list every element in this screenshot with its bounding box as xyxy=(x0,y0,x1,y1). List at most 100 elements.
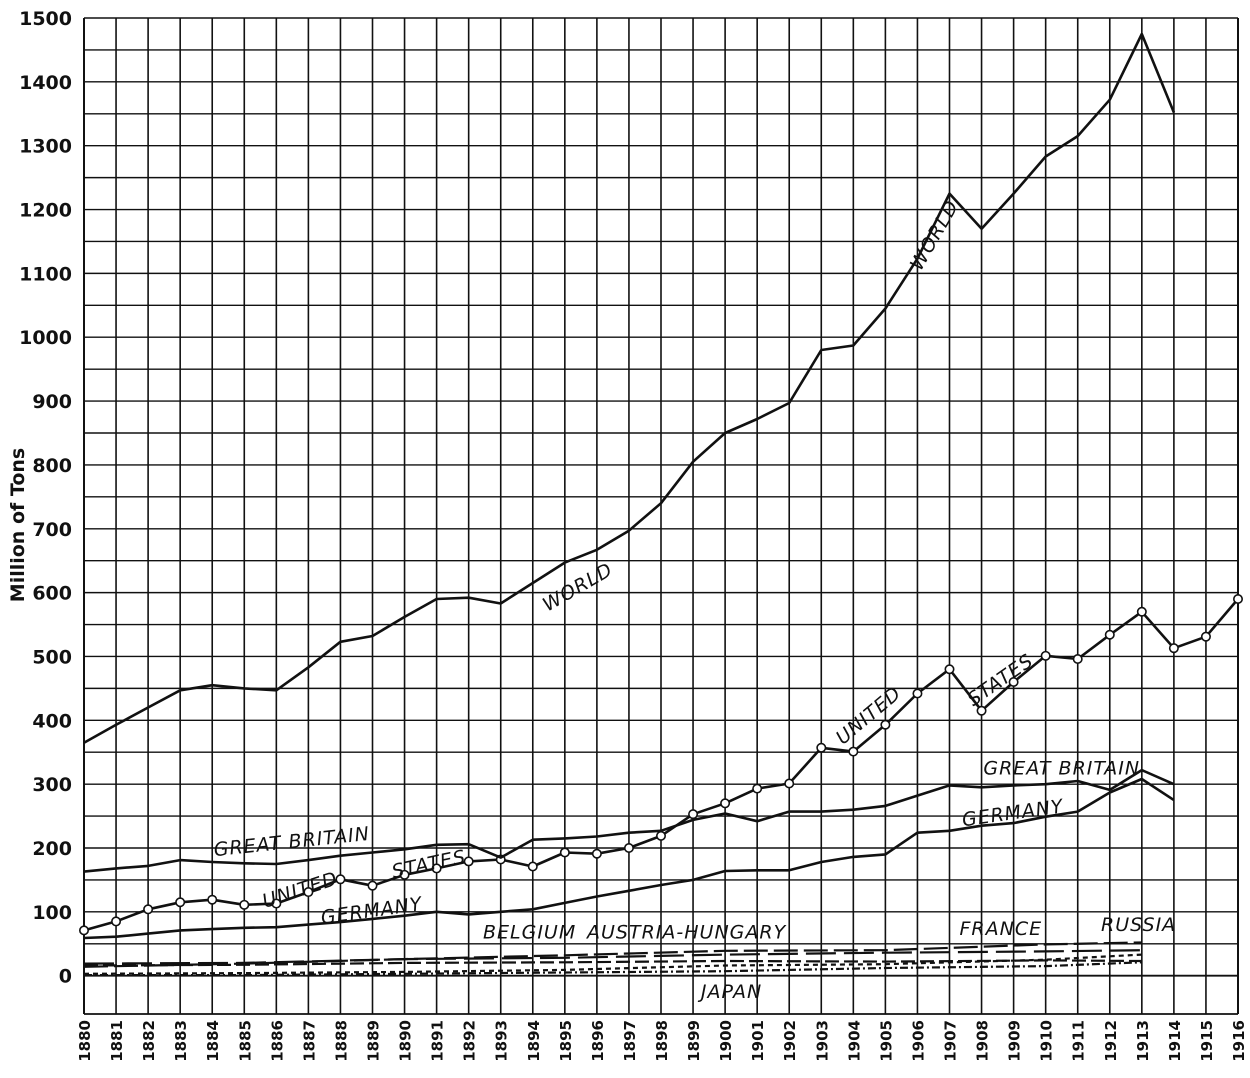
y-tick-label: 500 xyxy=(32,646,72,668)
data-point-united-states xyxy=(655,830,666,841)
data-point-united-states xyxy=(399,869,410,880)
x-tick-label: 1906 xyxy=(909,1020,927,1062)
series-label-france: FRANCE xyxy=(959,918,1042,940)
y-axis-label: Million of Tons xyxy=(7,448,29,602)
y-tick-label: 200 xyxy=(32,838,72,860)
data-point-united-states xyxy=(623,842,634,853)
x-tick-label: 1880 xyxy=(76,1020,94,1062)
data-point-united-states xyxy=(239,899,250,910)
data-point-united-states xyxy=(335,874,346,885)
x-tick-label: 1894 xyxy=(525,1020,543,1062)
series-label-belgium: BELGIUM xyxy=(483,922,576,944)
series-line-japan xyxy=(84,961,1142,977)
series-line-russia xyxy=(83,953,1142,975)
y-tick-label: 300 xyxy=(32,774,72,796)
data-point-united-states xyxy=(1040,650,1051,661)
x-tick-label: 1916 xyxy=(1230,1020,1248,1062)
series-label-great-britain: GREAT BRITAIN xyxy=(983,758,1140,780)
series-line-world xyxy=(83,32,1176,744)
x-tick-label: 1897 xyxy=(621,1020,639,1062)
series-france xyxy=(83,949,1142,965)
x-tick-label: 1909 xyxy=(1006,1020,1024,1062)
x-tick-label: 1905 xyxy=(877,1020,895,1062)
data-point-united-states xyxy=(111,916,122,927)
data-point-united-states xyxy=(1072,654,1083,665)
series-label-japan: JAPAN xyxy=(697,981,762,1003)
x-tick-label: 1911 xyxy=(1070,1020,1088,1062)
data-point-united-states xyxy=(207,894,218,905)
series-label-russia: RUSSIA xyxy=(1101,914,1176,936)
series-label-austria-hungary: AUSTRIA-HUNGARY xyxy=(585,922,787,944)
data-point-united-states xyxy=(848,746,859,757)
x-tick-label: 1901 xyxy=(749,1020,767,1062)
y-tick-label: 600 xyxy=(32,583,72,605)
series-line-germany xyxy=(83,777,1175,940)
series-line-austria-hungary xyxy=(83,941,1142,968)
y-tick-label: 1500 xyxy=(19,8,72,30)
x-tick-label: 1914 xyxy=(1166,1020,1184,1062)
y-tick-label: 700 xyxy=(32,519,72,541)
data-point-united-states xyxy=(79,925,90,936)
data-point-united-states xyxy=(175,897,186,908)
data-point-united-states xyxy=(1136,606,1147,617)
x-tick-label: 1893 xyxy=(493,1020,511,1062)
x-tick-label: 1910 xyxy=(1038,1020,1056,1062)
x-tick-label: 1903 xyxy=(813,1020,831,1062)
data-point-united-states xyxy=(303,887,314,898)
series-japan xyxy=(84,961,1142,977)
series-line-france xyxy=(83,949,1142,965)
series-layer xyxy=(79,32,1244,977)
data-point-united-states xyxy=(527,861,538,872)
y-tick-label: 800 xyxy=(32,455,72,477)
data-point-united-states xyxy=(143,904,154,915)
x-tick-label: 1912 xyxy=(1102,1020,1120,1062)
x-tick-label: 1891 xyxy=(429,1020,447,1062)
series-belgium xyxy=(83,959,1142,967)
x-tick-label: 1902 xyxy=(781,1020,799,1062)
y-tick-label: 900 xyxy=(32,391,72,413)
data-point-united-states xyxy=(784,778,795,789)
y-tick-label: 400 xyxy=(32,710,72,732)
x-tick-label: 1888 xyxy=(332,1020,350,1062)
series-line-belgium xyxy=(83,959,1142,967)
data-point-united-states xyxy=(752,783,763,794)
x-tick-label: 1895 xyxy=(557,1020,575,1062)
data-point-united-states xyxy=(1008,676,1019,687)
y-tick-label: 1100 xyxy=(19,263,72,285)
x-tick-label: 1904 xyxy=(845,1020,863,1062)
x-tick-label: 1882 xyxy=(140,1020,158,1062)
data-point-united-states xyxy=(1104,629,1115,640)
y-tick-label: 1000 xyxy=(19,327,72,349)
x-tick-label: 1886 xyxy=(268,1020,286,1062)
x-tick-label: 1899 xyxy=(685,1020,703,1062)
data-point-united-states xyxy=(591,848,602,859)
series-austria-hungary xyxy=(83,941,1142,968)
x-tick-label: 1896 xyxy=(589,1020,607,1062)
x-tick-label: 1892 xyxy=(461,1020,479,1062)
series-world xyxy=(83,32,1176,744)
y-tick-label: 1400 xyxy=(19,72,72,94)
tick-labels: 0 100 200 300 400 500 600 700 800 900 1000 1100 1200… xyxy=(19,8,1248,1062)
y-tick-label: 0 xyxy=(59,966,72,988)
data-point-united-states xyxy=(688,809,699,820)
series-united-states xyxy=(79,593,1244,936)
data-point-united-states xyxy=(912,688,923,699)
x-tick-label: 1907 xyxy=(942,1020,960,1062)
data-point-united-states xyxy=(880,719,891,730)
series-germany xyxy=(83,777,1175,940)
y-tick-label: 1300 xyxy=(19,136,72,158)
x-tick-label: 1913 xyxy=(1134,1020,1152,1062)
x-tick-label: 1881 xyxy=(108,1020,126,1062)
x-tick-label: 1884 xyxy=(204,1020,222,1062)
x-tick-label: 1883 xyxy=(172,1020,190,1062)
data-point-united-states xyxy=(367,880,378,891)
data-point-united-states xyxy=(1168,643,1179,654)
data-point-united-states xyxy=(271,898,282,909)
data-point-united-states xyxy=(976,705,987,716)
x-tick-label: 1887 xyxy=(300,1020,318,1062)
data-point-united-states xyxy=(463,856,474,867)
data-point-united-states xyxy=(431,863,442,874)
